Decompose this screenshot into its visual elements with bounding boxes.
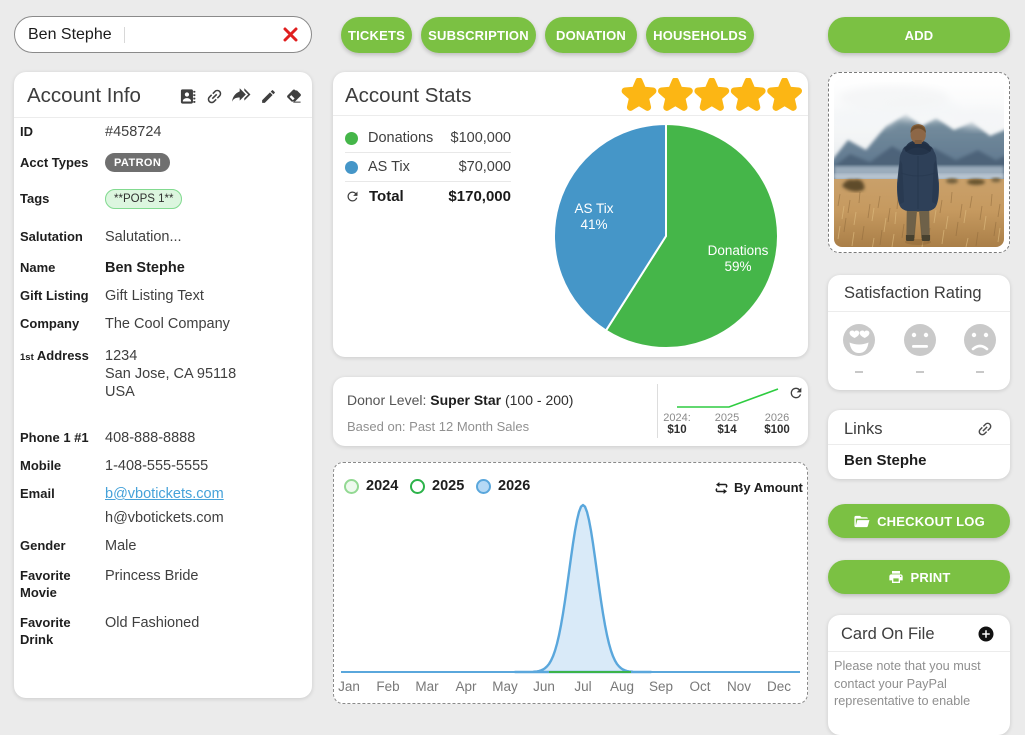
svg-text:Feb: Feb <box>376 679 399 694</box>
svg-text:May: May <box>492 679 518 694</box>
svg-text:Jun: Jun <box>533 679 555 694</box>
svg-text:Apr: Apr <box>455 679 477 694</box>
svg-text:Jul: Jul <box>574 679 591 694</box>
svg-text:Nov: Nov <box>727 679 751 694</box>
svg-text:Donations: Donations <box>708 243 769 258</box>
svg-text:41%: 41% <box>580 217 607 232</box>
svg-text:Sep: Sep <box>649 679 673 694</box>
svg-text:Mar: Mar <box>415 679 439 694</box>
svg-text:Oct: Oct <box>689 679 710 694</box>
svg-text:Jan: Jan <box>338 679 360 694</box>
svg-text:Aug: Aug <box>610 679 634 694</box>
svg-text:AS Tix: AS Tix <box>574 201 613 216</box>
svg-text:59%: 59% <box>724 259 751 274</box>
svg-text:Dec: Dec <box>767 679 791 694</box>
